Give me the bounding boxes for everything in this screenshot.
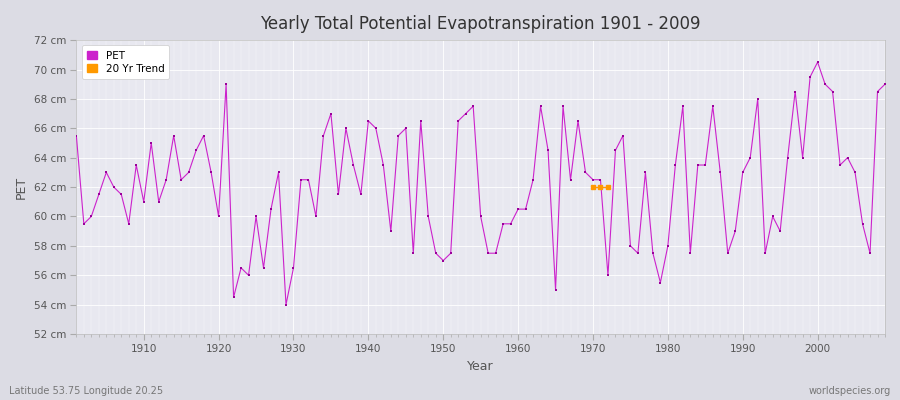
X-axis label: Year: Year — [467, 360, 494, 373]
Text: Latitude 53.75 Longitude 20.25: Latitude 53.75 Longitude 20.25 — [9, 386, 163, 396]
Legend: PET, 20 Yr Trend: PET, 20 Yr Trend — [82, 45, 169, 79]
Y-axis label: PET: PET — [15, 176, 28, 199]
Text: worldspecies.org: worldspecies.org — [809, 386, 891, 396]
Title: Yearly Total Potential Evapotranspiration 1901 - 2009: Yearly Total Potential Evapotranspiratio… — [260, 15, 701, 33]
